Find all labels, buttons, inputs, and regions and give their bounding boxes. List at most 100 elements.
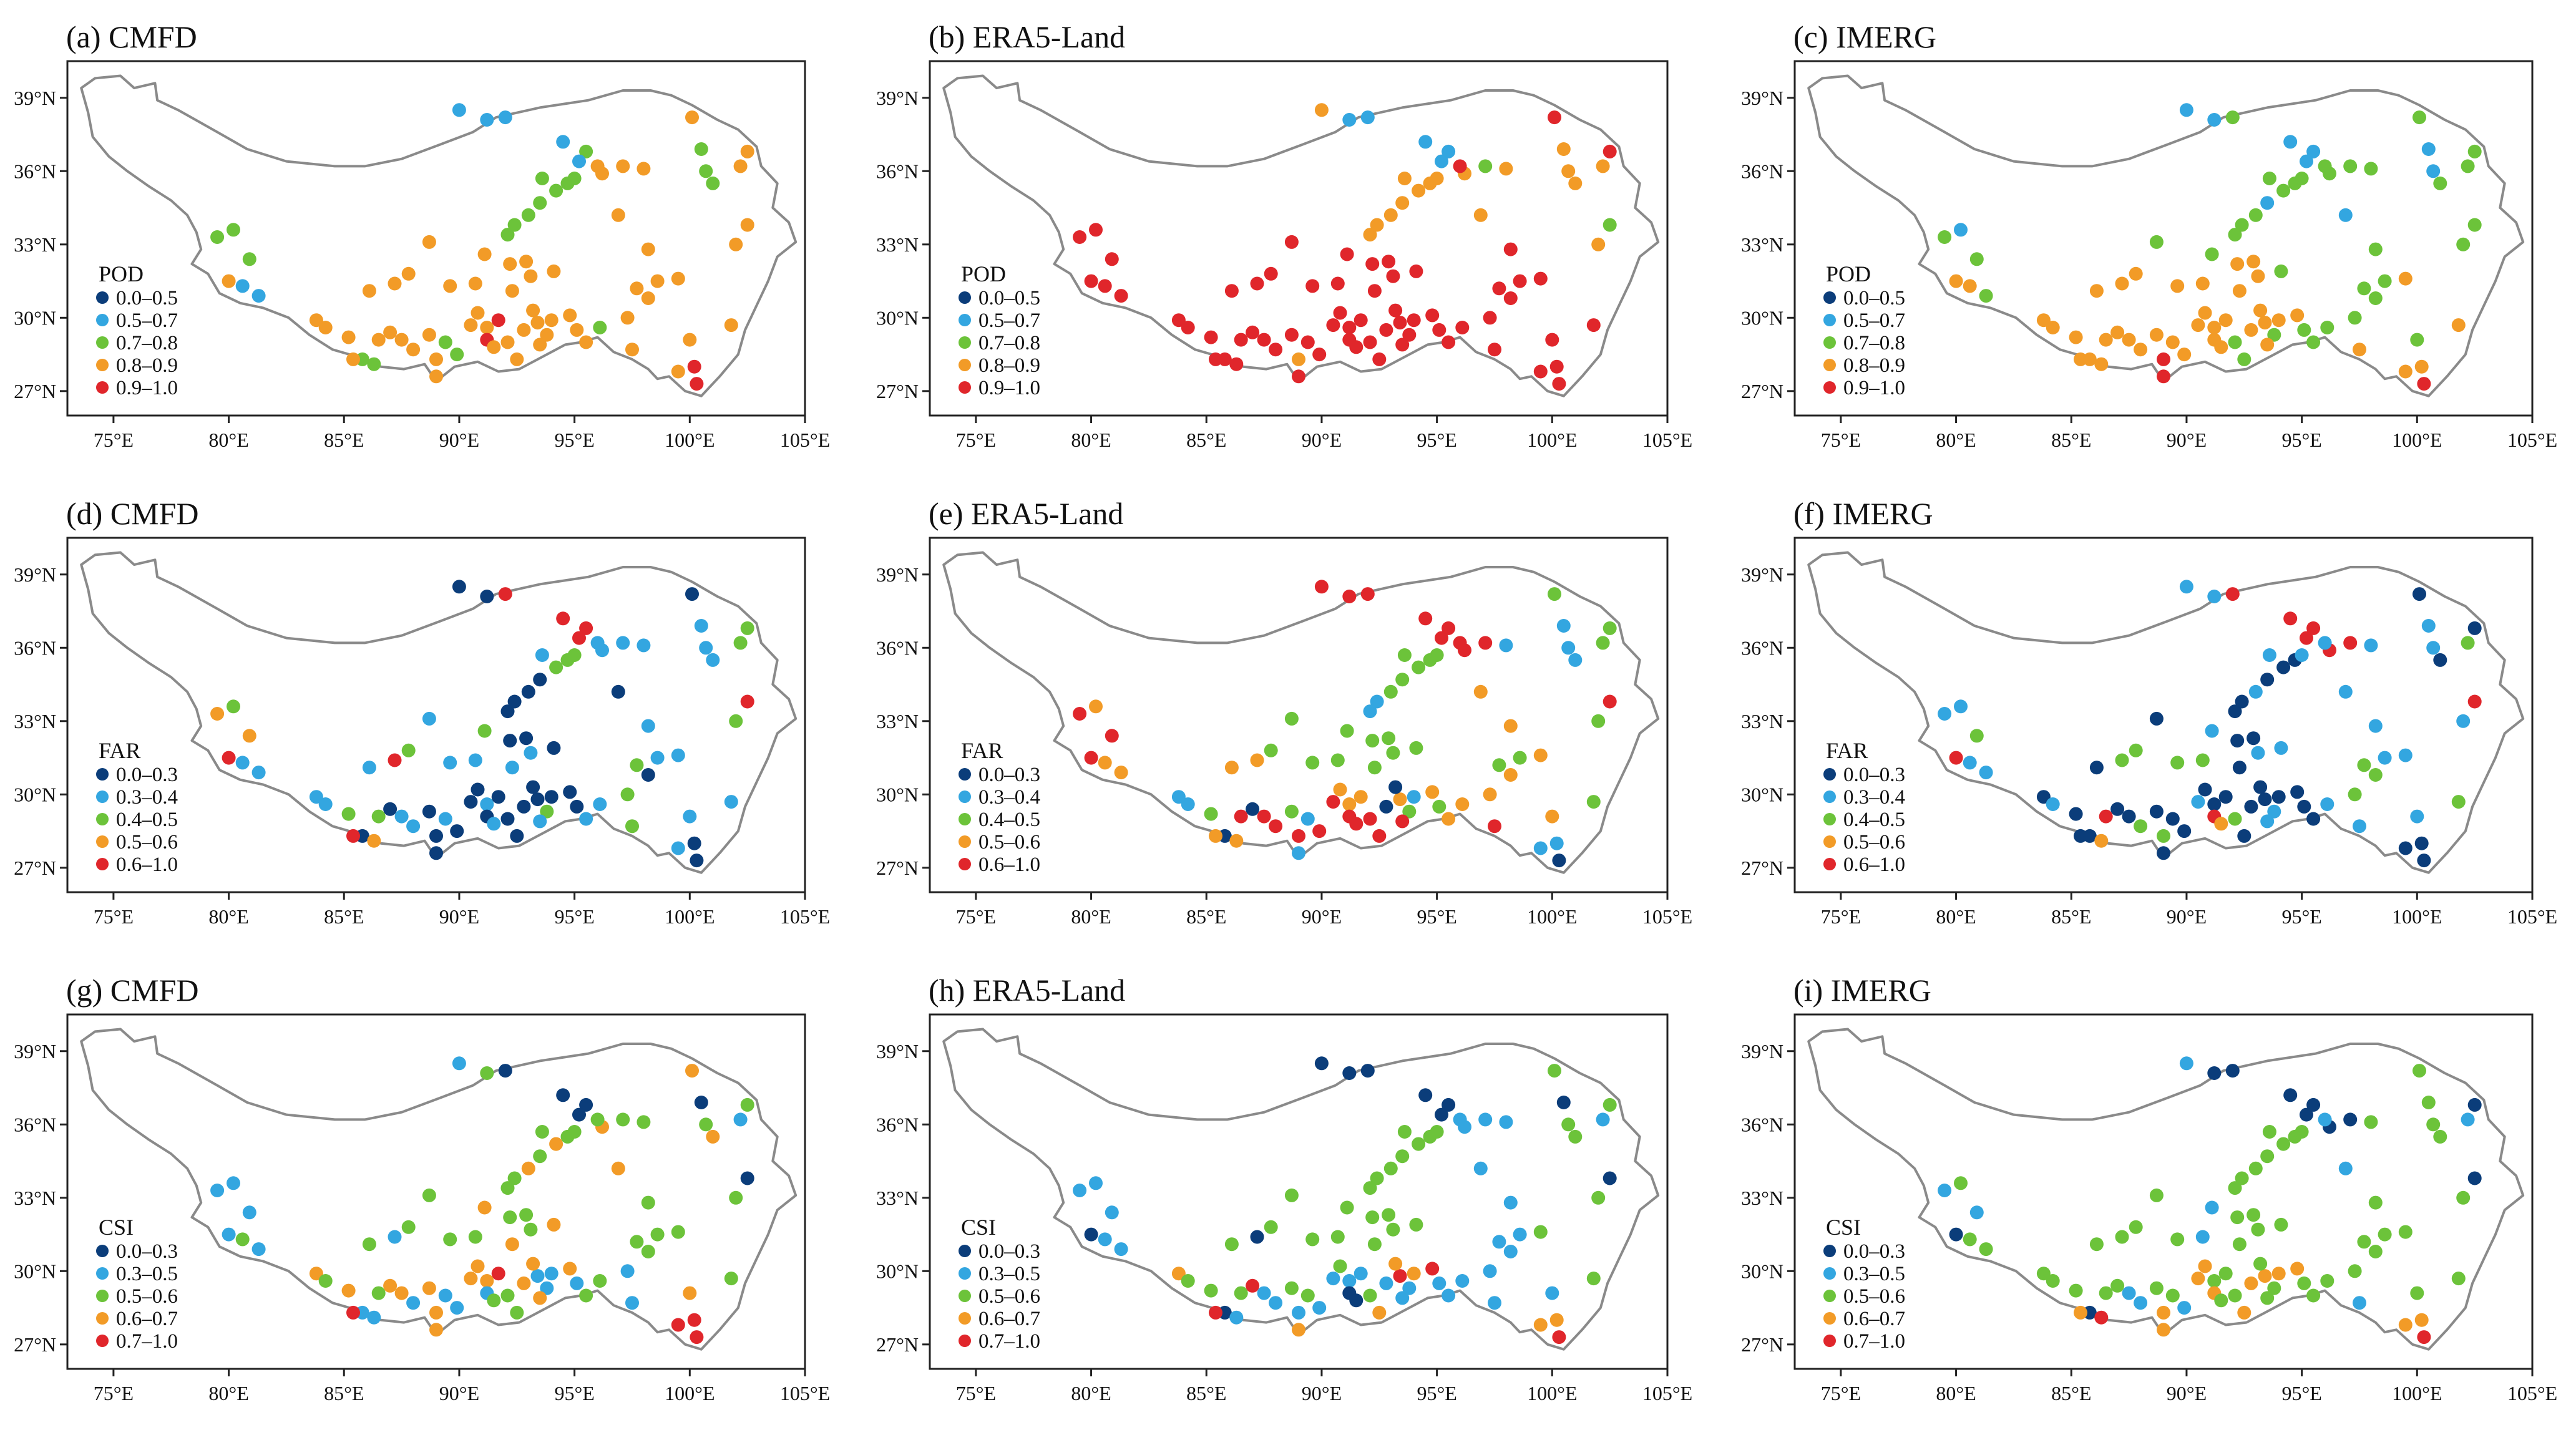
station-point bbox=[480, 590, 494, 603]
station-point bbox=[2410, 333, 2424, 347]
station-point bbox=[2198, 1259, 2212, 1273]
station-point bbox=[530, 1269, 545, 1283]
legend-marker bbox=[96, 381, 109, 394]
station-point bbox=[671, 748, 685, 762]
legend-marker bbox=[96, 1312, 109, 1325]
station-point bbox=[498, 110, 512, 125]
x-tick-label: 75°E bbox=[94, 1382, 134, 1404]
station-point bbox=[2099, 1286, 2113, 1300]
x-tick-label: 80°E bbox=[208, 905, 248, 928]
station-point bbox=[563, 1262, 577, 1276]
station-point bbox=[570, 799, 584, 814]
legend-marker bbox=[96, 291, 109, 304]
x-tick-label: 80°E bbox=[208, 1382, 248, 1404]
station-point bbox=[1395, 814, 1410, 829]
station-point bbox=[556, 1088, 570, 1102]
station-point bbox=[517, 799, 531, 814]
station-point bbox=[650, 751, 665, 765]
x-tick-label: 100°E bbox=[1527, 429, 1577, 451]
station-point bbox=[487, 340, 501, 354]
station-point bbox=[1383, 684, 1398, 699]
legend-label: 0.0–0.5 bbox=[1843, 287, 1905, 309]
station-point bbox=[2248, 208, 2263, 222]
station-point bbox=[500, 1181, 515, 1195]
station-point bbox=[593, 321, 607, 334]
station-point bbox=[2283, 1088, 2298, 1102]
station-point bbox=[521, 1161, 535, 1175]
station-point bbox=[671, 364, 685, 379]
station-point bbox=[519, 255, 534, 269]
station-point bbox=[740, 1097, 754, 1112]
station-point bbox=[2258, 1269, 2272, 1283]
station-point bbox=[346, 352, 360, 366]
station-point bbox=[1533, 1318, 1548, 1332]
station-point bbox=[1333, 1259, 1347, 1273]
station-point bbox=[1342, 797, 1357, 811]
map-frame bbox=[66, 60, 806, 417]
station-point bbox=[1591, 1190, 1606, 1205]
station-point bbox=[2149, 1188, 2164, 1202]
station-point bbox=[524, 269, 538, 283]
legend-marker bbox=[96, 314, 109, 326]
station-point bbox=[1246, 1278, 1260, 1293]
station-point bbox=[500, 1288, 515, 1303]
station-point bbox=[2320, 1274, 2334, 1288]
station-point bbox=[2207, 113, 2222, 127]
station-point bbox=[2260, 1149, 2275, 1164]
station-point bbox=[1105, 729, 1119, 743]
x-tick-label: 90°E bbox=[439, 429, 479, 451]
station-point bbox=[1342, 113, 1357, 127]
legend-marker bbox=[96, 858, 109, 870]
station-point bbox=[641, 1195, 655, 1210]
legend-label: 0.0–0.3 bbox=[116, 1240, 178, 1263]
station-point bbox=[2262, 172, 2276, 185]
station-point bbox=[2461, 1112, 2475, 1127]
station-point bbox=[1386, 1222, 1400, 1237]
station-point bbox=[1603, 694, 1617, 709]
station-point bbox=[1513, 1227, 1527, 1242]
station-point bbox=[2237, 1305, 2252, 1320]
legend-label: 0.5–0.7 bbox=[116, 309, 178, 332]
station-point bbox=[2306, 1097, 2321, 1112]
station-point bbox=[650, 1227, 665, 1242]
station-point bbox=[690, 1330, 704, 1345]
station-point bbox=[2320, 321, 2334, 334]
y-tick-label: 33°N bbox=[14, 233, 56, 256]
station-point bbox=[2165, 812, 2180, 826]
station-point bbox=[2467, 144, 2482, 158]
station-point bbox=[2410, 809, 2424, 824]
x-tick-label: 95°E bbox=[2281, 1382, 2321, 1404]
legend-label: 0.0–0.3 bbox=[1843, 764, 1905, 786]
station-point bbox=[620, 1264, 635, 1278]
station-point bbox=[1314, 580, 1329, 594]
station-point bbox=[1483, 787, 1497, 802]
station-point bbox=[477, 247, 492, 261]
station-point bbox=[1386, 269, 1400, 283]
station-point bbox=[505, 1237, 519, 1252]
station-point bbox=[740, 1171, 754, 1185]
station-point bbox=[1549, 1313, 1564, 1327]
station-point bbox=[2228, 335, 2242, 349]
station-point bbox=[1442, 812, 1456, 826]
station-point bbox=[1292, 1323, 1305, 1337]
station-point bbox=[1246, 802, 1260, 816]
x-tick-label: 90°E bbox=[2167, 429, 2207, 451]
station-point bbox=[242, 1205, 256, 1220]
station-point bbox=[1330, 276, 1345, 291]
y-tick-label: 27°N bbox=[1741, 1333, 1783, 1356]
legend-title: POD bbox=[1826, 261, 1871, 286]
y-tick-label: 33°N bbox=[876, 1187, 919, 1209]
station-point bbox=[1269, 819, 1283, 834]
station-point bbox=[1407, 1267, 1421, 1281]
map-frame bbox=[66, 537, 806, 893]
station-point bbox=[2179, 1056, 2193, 1071]
station-point bbox=[1105, 252, 1119, 266]
station-point bbox=[1354, 1267, 1368, 1281]
x-tick-label: 80°E bbox=[1936, 1382, 1976, 1404]
y-tick-label: 36°N bbox=[1741, 1113, 1783, 1136]
station-point bbox=[1388, 1257, 1403, 1271]
station-point bbox=[1503, 1195, 1518, 1210]
station-point bbox=[498, 1064, 512, 1078]
station-point bbox=[2398, 271, 2413, 286]
y-tick-label: 27°N bbox=[876, 1333, 919, 1356]
